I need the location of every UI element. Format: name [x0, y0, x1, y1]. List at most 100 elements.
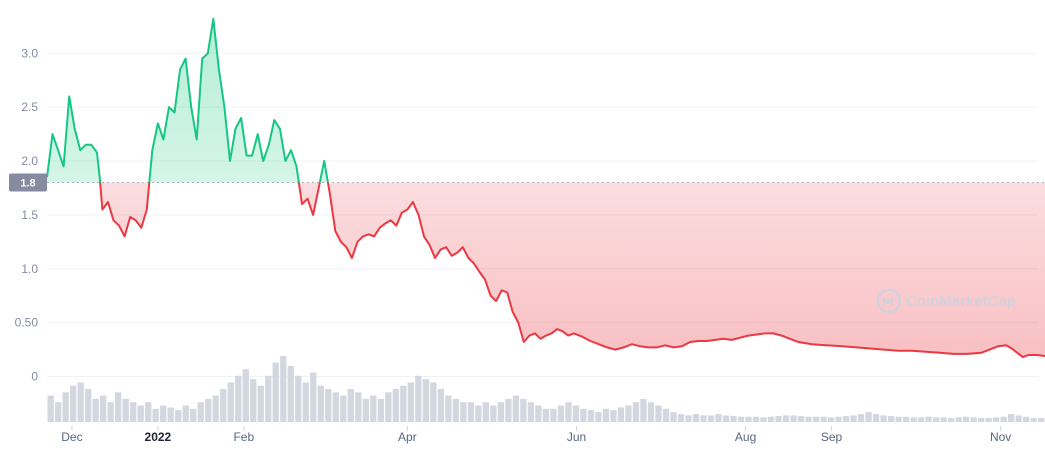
x-tick-label: Sep — [821, 430, 843, 444]
volume-bar — [100, 395, 107, 422]
volume-bar — [940, 417, 947, 422]
volume-bar — [310, 372, 317, 422]
volume-bar — [535, 405, 542, 422]
volume-bar — [887, 416, 895, 422]
volume-bar — [295, 375, 302, 422]
volume-bar — [1000, 416, 1007, 422]
volume-bar — [70, 385, 77, 422]
volume-bar — [805, 416, 812, 422]
x-tick-label: Feb — [233, 430, 254, 444]
volume-bar — [557, 405, 565, 422]
volume-bar — [250, 379, 257, 422]
volume-bar — [400, 385, 407, 422]
volume-bar — [572, 405, 580, 422]
volume-bar — [497, 402, 505, 422]
volume-bar — [865, 412, 872, 422]
volume-bar — [812, 416, 820, 422]
area-fill-above — [47, 18, 328, 183]
volume-bar — [670, 412, 677, 422]
y-axis: 0 0.50 1.0 1.5 2.0 2.5 3.0 — [15, 46, 39, 383]
y-tick-label: 1.5 — [21, 208, 38, 222]
volume-bar — [130, 402, 137, 422]
volume-bar — [850, 415, 857, 422]
volume-bar — [107, 402, 114, 422]
x-tick-label: Aug — [735, 430, 756, 444]
volume-bars — [47, 356, 1045, 422]
volume-bar — [220, 389, 227, 422]
volume-bar — [355, 392, 362, 422]
volume-bar — [700, 415, 707, 422]
x-tick-label: 2022 — [145, 430, 172, 444]
volume-bar — [760, 417, 767, 422]
volume-bar — [362, 398, 369, 422]
baseline-badge-bg — [9, 173, 47, 192]
volume-bar — [775, 416, 782, 422]
x-tick-label: Apr — [398, 430, 417, 444]
volume-bar — [175, 410, 182, 422]
volume-bar — [77, 382, 84, 422]
price-line-above — [46, 17, 329, 183]
volume-bar — [280, 356, 287, 422]
x-tick-label: Nov — [990, 430, 1011, 444]
volume-bar — [392, 389, 399, 422]
price-area-fills — [47, 18, 1045, 358]
volume-bar — [925, 416, 932, 422]
volume-bar — [85, 389, 92, 422]
volume-bar — [325, 389, 332, 422]
volume-bar — [1030, 418, 1037, 422]
volume-bar — [790, 415, 797, 422]
volume-bar — [452, 398, 460, 422]
x-tick-label: Jun — [567, 430, 586, 444]
volume-bar — [1007, 414, 1015, 422]
volume-bar — [550, 408, 557, 422]
volume-bar — [137, 405, 144, 422]
volume-bar — [377, 398, 384, 422]
volume-bar — [745, 416, 752, 422]
volume-bar — [265, 375, 272, 422]
volume-bar — [992, 417, 1000, 422]
volume-bar — [835, 416, 842, 422]
volume-bar — [160, 405, 167, 422]
volume-bar — [985, 418, 992, 422]
volume-bar — [662, 408, 670, 422]
volume-bar — [580, 408, 587, 422]
volume-bar — [317, 385, 324, 422]
watermark: CoinMarketCap — [876, 288, 1016, 314]
coinmarketcap-logo-icon — [876, 288, 902, 314]
volume-bar — [467, 402, 475, 422]
volume-bar — [947, 418, 955, 422]
volume-bar — [917, 417, 925, 422]
volume-bar — [190, 408, 197, 422]
volume-bar — [962, 416, 970, 422]
volume-bar — [422, 379, 429, 422]
watermark-label: CoinMarketCap — [906, 293, 1016, 310]
volume-bar — [332, 392, 339, 422]
volume-bar — [655, 405, 662, 422]
volume-bar — [115, 392, 122, 422]
area-fill-below — [47, 182, 1045, 358]
x-tick-label: Dec — [61, 430, 82, 444]
volume-bar — [617, 407, 625, 422]
volume-bar — [167, 407, 174, 422]
volume-bar — [565, 402, 572, 422]
volume-bar — [602, 408, 610, 422]
y-tick-label: 2.5 — [21, 100, 38, 114]
volume-bar — [820, 416, 827, 422]
y-tick-label: 1.0 — [21, 262, 38, 276]
volume-bar — [842, 416, 850, 422]
volume-bar — [482, 402, 490, 422]
volume-bar — [520, 398, 527, 422]
volume-bar — [445, 395, 452, 422]
volume-bar — [827, 417, 835, 422]
volume-bar — [767, 416, 775, 422]
volume-bar — [47, 395, 54, 422]
volume-bar — [197, 402, 204, 422]
y-tick-label: 2.0 — [21, 154, 38, 168]
volume-bar — [715, 414, 722, 422]
volume-bar — [932, 417, 940, 422]
volume-bar — [902, 416, 910, 422]
volume-bar — [782, 415, 790, 422]
volume-bar — [737, 416, 745, 422]
volume-bar — [730, 416, 737, 422]
volume-bar — [227, 382, 234, 422]
